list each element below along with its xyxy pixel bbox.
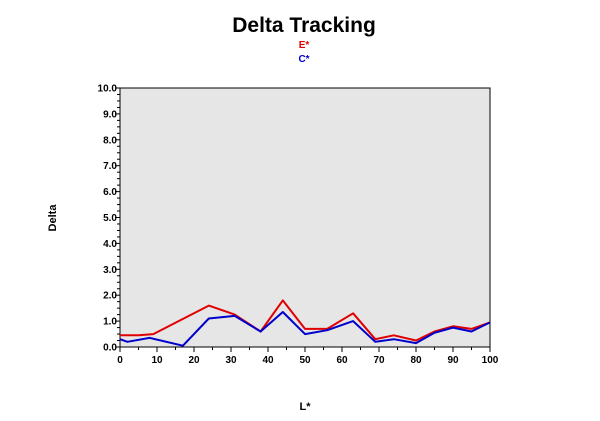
y-tick-label: 6.0 xyxy=(103,187,117,198)
y-tick-label: 3.0 xyxy=(103,265,117,276)
y-tick-label: 4.0 xyxy=(103,239,117,250)
x-axis: 0 10 20 30 40 50 60 70 80 90 100 xyxy=(117,347,499,366)
legend-item: E* xyxy=(299,40,310,51)
y-tick-label: 5.0 xyxy=(103,213,117,224)
x-tick-label: 90 xyxy=(447,355,459,366)
y-axis: 0.0 1.0 2.0 3.0 4.0 5.0 6.0 7.0 8.0 9.0 10.0 xyxy=(98,84,120,354)
y-tick-label: 2.0 xyxy=(103,291,117,302)
x-tick-label: 40 xyxy=(262,355,274,366)
x-tick-label: 50 xyxy=(299,355,311,366)
x-tick-label: 30 xyxy=(225,355,237,366)
x-axis-label: L* xyxy=(300,401,312,413)
chart-title: Delta Tracking xyxy=(232,14,376,37)
y-tick-label: 10.0 xyxy=(98,84,118,95)
x-tick-label: 10 xyxy=(151,355,163,366)
plot-area xyxy=(119,87,491,348)
y-axis-label: Delta xyxy=(47,204,59,232)
y-tick-label: 7.0 xyxy=(103,161,117,172)
x-tick-label: 80 xyxy=(410,355,422,366)
y-tick-label: 9.0 xyxy=(103,109,117,120)
series-line xyxy=(120,299,491,342)
x-tick-label: 100 xyxy=(482,355,499,366)
series-group xyxy=(119,299,491,347)
legend: E* C* xyxy=(298,40,309,65)
x-tick-label: 60 xyxy=(336,355,348,366)
legend-item: C* xyxy=(298,54,309,65)
x-tick-label: 20 xyxy=(188,355,200,366)
y-tick-label: 1.0 xyxy=(103,317,117,328)
y-tick-label: 0.0 xyxy=(103,343,117,354)
series-line xyxy=(119,311,491,347)
x-tick-label: 0 xyxy=(117,355,123,366)
x-tick-label: 70 xyxy=(373,355,385,366)
y-tick-label: 8.0 xyxy=(103,135,117,146)
